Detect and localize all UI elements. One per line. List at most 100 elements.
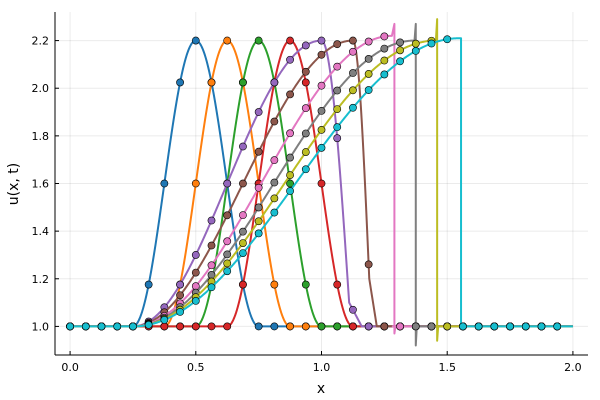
data-point [254,229,263,238]
data-point [270,156,279,165]
data-point [301,280,310,289]
y-tick-label: 2.2 [32,35,50,48]
data-point [301,165,310,174]
data-point [160,179,169,188]
data-point [223,267,232,276]
data-point [254,36,263,45]
data-point [333,62,342,71]
data-point [254,203,263,212]
data-point [349,305,357,314]
data-point [207,216,216,225]
data-point [176,322,184,331]
data-point [301,78,310,87]
data-point [317,125,326,134]
data-point [223,250,232,259]
data-point [207,283,216,292]
data-point [364,322,373,331]
data-point [223,322,232,331]
data-point [364,37,373,46]
data-point [286,55,294,64]
data-point [191,179,200,188]
data-point [396,322,404,331]
data-point [270,208,279,217]
data-point [270,322,279,331]
y-tick-label: 1.4 [32,225,50,238]
data-point [207,241,216,250]
data-point [553,322,562,331]
data-point [317,322,326,331]
data-point [380,56,389,65]
data-point [223,36,232,45]
data-point [223,211,232,220]
data-point [333,40,342,49]
data-point [97,322,106,331]
data-point [223,237,232,246]
data-point [301,104,310,113]
data-point [396,46,404,55]
data-point [380,70,389,79]
data-point [254,217,263,226]
data-point [286,153,294,162]
data-point [191,268,200,277]
data-point [380,32,389,41]
data-point [129,322,137,331]
data-point [364,86,373,94]
data-point [207,322,216,331]
data-point [160,315,169,324]
data-point [349,322,357,331]
axes: 0.0 0.5 1.0 1.5 2.0 1.0 1.2 1.4 1.6 1.8 2.0 2.2 [32,12,588,374]
data-point [317,179,326,188]
data-point [427,322,436,331]
y-axis-title: u(x, t) [6,163,22,205]
data-point [176,78,184,87]
data-point [270,194,279,203]
data-point [301,322,310,331]
data-point [364,55,373,63]
x-tick-label: 1.5 [438,361,456,374]
data-point [380,322,389,331]
x-tick-label: 0.5 [187,361,205,374]
y-tick-label: 1.8 [32,130,50,143]
data-point [317,81,326,90]
data-point [301,129,310,138]
data-point [66,322,74,331]
series-layer [66,18,574,347]
data-point [286,36,294,45]
y-tick-label: 1.6 [32,178,50,191]
data-point [286,187,294,195]
data-point [474,322,483,331]
data-point [239,280,247,289]
data-point [349,47,357,56]
x-tick-label: 0.0 [61,361,79,374]
data-point [459,322,467,331]
data-point [443,322,452,331]
data-point [223,179,232,188]
data-point [396,57,404,66]
data-point [81,322,90,331]
data-point [254,147,263,156]
data-point [254,108,263,116]
data-point [349,69,357,77]
x-axis-title: x [317,381,325,397]
data-point [239,239,247,248]
data-point [191,36,200,45]
data-point [286,322,294,331]
data-point [333,86,342,95]
data-point [239,227,247,236]
data-point [270,178,279,187]
y-tick-label: 2.0 [32,82,50,95]
data-point [286,90,294,99]
data-point [191,251,200,259]
data-point [411,322,420,331]
x-tick-label: 2.0 [564,361,582,374]
series-7 [66,22,574,335]
data-point [349,36,357,45]
data-point [144,280,153,289]
data-point [349,86,357,95]
data-point [270,78,279,87]
data-point [427,39,436,48]
data-point [317,106,326,115]
data-point [207,261,216,270]
data-point [286,171,294,180]
